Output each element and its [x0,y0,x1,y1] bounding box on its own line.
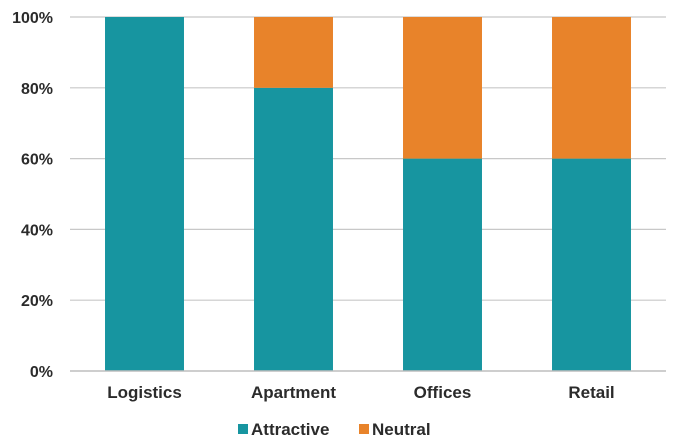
x-category-label: Logistics [107,383,182,402]
legend-swatch-attractive [238,424,248,434]
legend-swatch-neutral [359,424,369,434]
bar-neutral-apartment [254,17,333,88]
x-category-label: Offices [414,383,472,402]
y-tick-label: 100% [12,10,53,27]
legend-label-neutral: Neutral [372,420,431,439]
x-category-label: Apartment [251,383,336,402]
y-tick-label: 20% [21,293,53,310]
legend-label-attractive: Attractive [251,420,329,439]
y-tick-label: 40% [21,222,53,239]
y-tick-label: 80% [21,81,53,98]
x-axis-category-labels: Logistics Apartment Offices Retail [107,383,614,402]
bar-attractive-logistics [105,17,184,371]
y-axis-tick-labels: 0% 20% 40% 60% 80% 100% [12,10,53,381]
bars [105,17,631,372]
y-tick-label: 0% [30,364,53,381]
legend: Attractive Neutral [238,420,431,439]
bar-attractive-offices [403,158,482,371]
bar-attractive-retail [552,158,631,371]
y-tick-label: 60% [21,152,53,169]
bar-attractive-apartment [254,87,333,372]
bar-neutral-offices [403,17,482,159]
bar-neutral-retail [552,17,631,159]
x-category-label: Retail [568,383,614,402]
